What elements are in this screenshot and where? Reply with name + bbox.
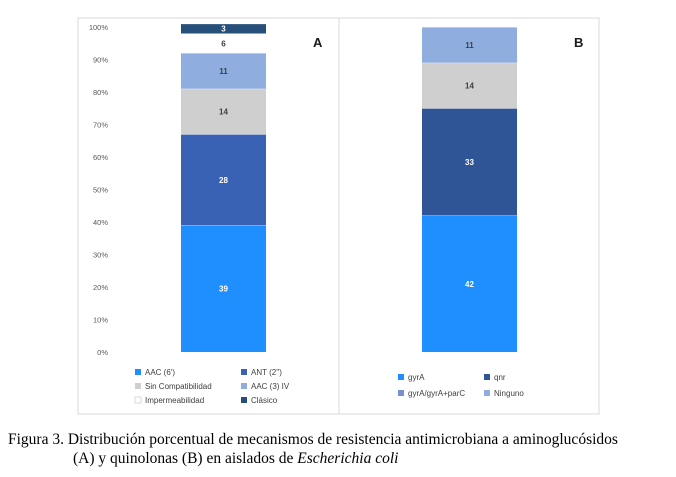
bar-segment [181,225,266,352]
panel-a: 0% 10% 20% 30% 40% 50% 60% 70% 80% 90% 100% 39 28 14 1… [89,23,323,405]
y-tick-label: 70% [93,121,108,130]
y-tick-label: 60% [93,153,108,162]
legend-label: Impermeabilidad [145,396,204,405]
bar-segment [181,88,266,135]
bar-segment [181,23,266,34]
data-label: 11 [219,67,228,76]
bar-segment [422,215,517,352]
legend-label: AAC (3) IV [251,382,290,391]
bar-segment [181,33,266,53]
bar-segment [422,62,517,109]
caption-line-2: (A) y quinolonas (B) en aislados de Esch… [8,449,673,468]
y-tick-label: 40% [93,218,108,227]
data-label: 3 [221,25,226,34]
legend-swatch [241,383,247,389]
bar-segment [422,27,517,63]
y-tick-label: 80% [93,88,108,97]
data-label: 11 [465,41,474,50]
legend-label: Clásico [251,396,278,405]
legend-label: ANT (2'') [251,368,282,377]
y-tick-label: 50% [93,186,108,195]
caption-species: Escherichia coli [297,450,399,467]
y-tick-label: 100% [89,23,109,32]
caption-line-2-text: (A) y quinolonas (B) en aislados de [73,450,298,467]
legend-swatch [241,369,247,375]
y-tick-label: 20% [93,283,108,292]
legend-swatch [484,390,490,396]
y-tick-label: 30% [93,251,108,260]
data-label: 6 [221,39,226,48]
data-label: 39 [219,285,228,294]
bar-segment [422,108,517,216]
figure-caption: Figura 3. Distribución porcentual de mec… [8,430,673,468]
data-label: 33 [465,158,474,167]
legend-label: gyrA [408,373,425,382]
data-label: 14 [219,108,228,117]
legend-label: Ninguno [494,389,524,398]
data-label: 28 [219,176,228,185]
legend-label: gyrA/gyrA+parC [408,389,465,398]
caption-line-1: Figura 3. Distribución porcentual de mec… [8,431,618,448]
bar-segment [181,134,266,226]
legend-swatch [135,369,141,375]
legend-label: Sin Compatibilidad [145,382,212,391]
y-tick-label: 0% [97,348,108,357]
panel-label: A [313,35,323,50]
legend-swatch [134,396,142,404]
legend-swatch [135,383,141,389]
legend-swatch [241,397,247,403]
legend-swatch [484,374,490,380]
y-tick-label: 90% [93,56,108,65]
figure: 0% 10% 20% 30% 40% 50% 60% 70% 80% 90% 100% 39 28 14 1… [77,17,600,415]
panel-label: B [574,35,583,50]
y-tick-label: 10% [93,316,108,325]
legend-label: AAC (6') [145,368,175,377]
data-label: 14 [465,82,474,91]
bar-segment [181,53,266,89]
data-label: 42 [465,280,474,289]
legend-swatch [398,374,404,380]
legend-label: qnr [494,373,506,382]
legend-swatch [398,390,404,396]
